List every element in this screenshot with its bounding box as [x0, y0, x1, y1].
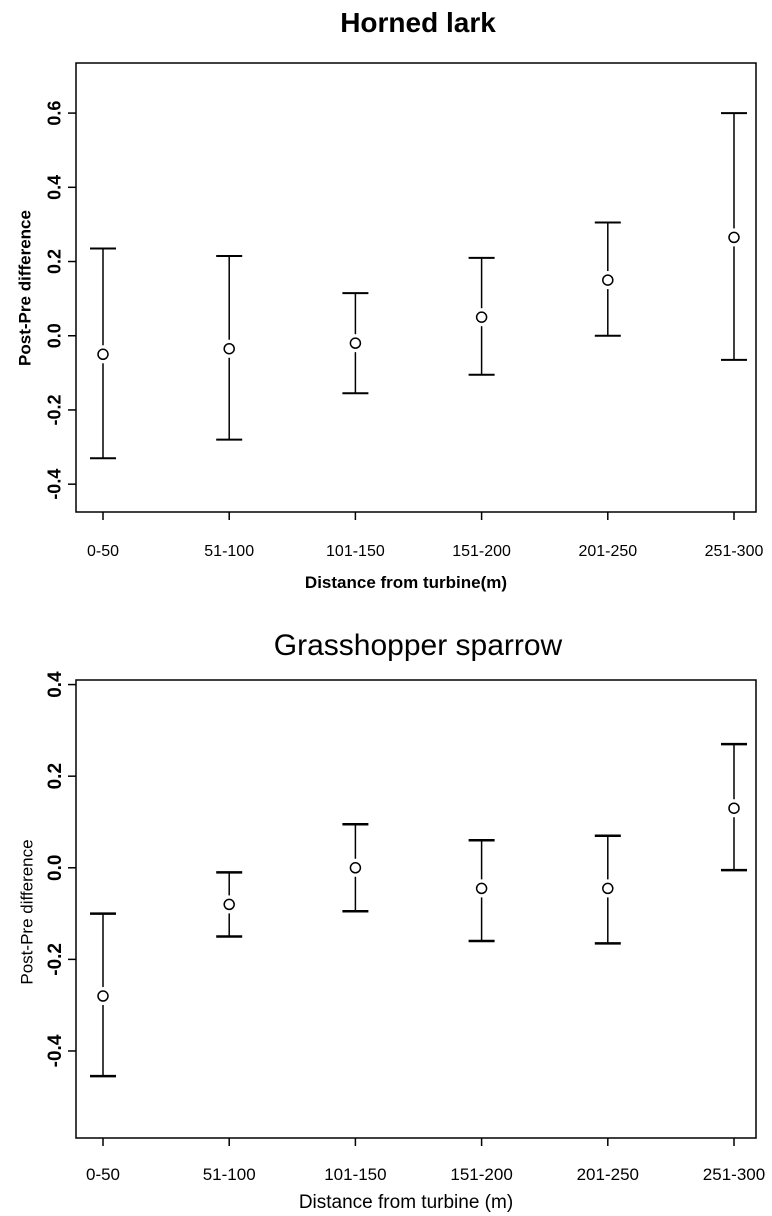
- x-tick-label: 201-250: [577, 1165, 639, 1184]
- y-tick-label: 0.6: [45, 101, 65, 126]
- data-point: [475, 311, 488, 323]
- y-tick-label: 0.0: [45, 855, 66, 881]
- data-point: [97, 990, 109, 1002]
- data-point: [728, 802, 740, 814]
- y-tick-label: 0.4: [45, 671, 66, 698]
- y-tick-label: -0.2: [45, 943, 66, 976]
- x-tick-label: 101-150: [326, 543, 385, 560]
- y-axis-label: Post-Pre difference: [15, 210, 34, 366]
- error-bar-101-150: [342, 823, 369, 913]
- error-bar-201-250: [594, 834, 621, 945]
- chart-title: Horned lark: [340, 7, 496, 38]
- y-tick-label: -0.2: [45, 394, 65, 425]
- y-tick-label: 0.0: [45, 323, 65, 348]
- y-tick-label: 0.2: [45, 763, 66, 789]
- error-bar-201-250: [594, 221, 621, 337]
- x-tick-label: 51-100: [203, 1165, 256, 1184]
- data-point: [97, 348, 109, 361]
- x-tick-label: 251-300: [703, 1165, 765, 1184]
- error-bar-101-150: [342, 292, 369, 395]
- data-point: [602, 274, 614, 286]
- y-tick-label: -0.4: [45, 1034, 66, 1067]
- data-point: [349, 862, 362, 874]
- chart-title: Grasshopper sparrow: [274, 629, 563, 662]
- x-tick-label: 51-100: [204, 543, 254, 560]
- x-tick-label: 0-50: [86, 1165, 120, 1184]
- x-axis-label: Distance from turbine (m): [299, 1192, 513, 1213]
- x-tick-label: 151-200: [450, 1165, 512, 1184]
- x-axis-label: Distance from turbine(m): [305, 573, 507, 592]
- data-point: [349, 337, 362, 349]
- x-tick-label: 101-150: [324, 1165, 386, 1184]
- error-bar-51-100: [216, 871, 243, 938]
- chart-grasshopper-sparrow: Grasshopper sparrow -0.4 -0.2 0.0 0.2 0.4 0-50…: [17, 629, 765, 1213]
- data-point: [223, 898, 235, 911]
- y-tick-label: 0.4: [45, 175, 65, 200]
- x-tick-label: 0-50: [87, 543, 119, 560]
- y-axis-label: Post-Pre difference: [17, 839, 36, 984]
- error-bar-251-300: [721, 742, 747, 872]
- y-tick-label: -0.4: [45, 469, 65, 500]
- plot-frame: [75, 679, 757, 1139]
- error-bar-151-200: [468, 256, 495, 376]
- data-point: [475, 882, 488, 895]
- error-bar-251-300: [721, 112, 747, 361]
- error-bar-151-200: [468, 839, 495, 943]
- x-tick-label: 151-200: [452, 543, 511, 560]
- y-tick-label: 0.2: [45, 249, 65, 274]
- plot-frame: [75, 62, 757, 513]
- data-point: [223, 342, 235, 355]
- x-tick-label: 251-300: [705, 543, 764, 560]
- error-bar-51-100: [216, 254, 243, 441]
- data-point: [602, 882, 614, 895]
- chart-horned-lark: Horned lark -0.4 -0.2 0.0 0.2 0.4 0.6 0-50 51-10…: [15, 7, 763, 592]
- error-bar-0-50: [90, 247, 116, 460]
- data-point: [728, 231, 740, 244]
- error-bar-0-50: [90, 912, 116, 1078]
- x-tick-label: 201-250: [578, 543, 637, 560]
